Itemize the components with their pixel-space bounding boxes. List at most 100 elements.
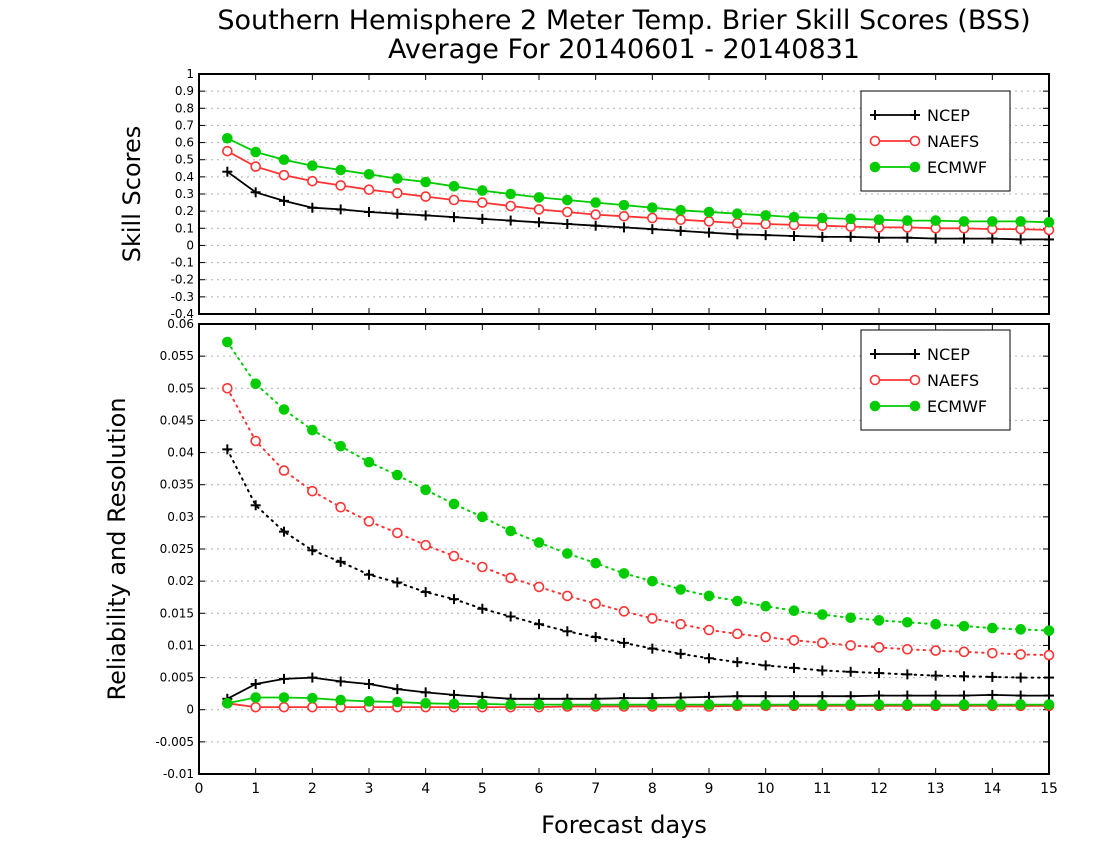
data-point	[477, 511, 488, 523]
x-tick-label: 1	[251, 781, 260, 797]
data-point	[307, 692, 318, 704]
x-axis-label: Forecast days	[541, 811, 707, 839]
data-point	[307, 424, 318, 436]
legend-marker	[909, 135, 921, 147]
data-point	[987, 622, 998, 634]
data-point	[307, 175, 318, 187]
data-point	[307, 485, 318, 497]
data-point	[363, 516, 375, 527]
series-naefs-dotted	[222, 382, 1055, 661]
data-point	[845, 640, 856, 651]
data-point	[364, 569, 374, 580]
data-point	[250, 146, 261, 158]
data-point	[987, 699, 998, 710]
data-point	[930, 690, 941, 701]
data-point	[392, 696, 403, 708]
data-point	[987, 647, 998, 659]
data-point	[590, 557, 601, 569]
data-point	[278, 692, 290, 703]
data-point	[958, 699, 970, 710]
data-point	[959, 671, 969, 682]
data-point	[760, 230, 771, 241]
legend-entry-naefs: NAEFS	[869, 371, 979, 390]
data-point	[307, 701, 318, 713]
x-tick-label: 5	[478, 781, 487, 797]
data-point	[477, 197, 488, 208]
y-tick-label: -0.01	[163, 767, 194, 781]
data-point	[222, 145, 233, 157]
y-tick-label: 0.025	[160, 542, 194, 556]
legend-label: ECMWF	[927, 397, 987, 416]
data-point	[874, 668, 884, 679]
data-point	[817, 609, 828, 620]
x-tick-label: 4	[421, 781, 430, 797]
y-tick-label: 0.7	[175, 118, 194, 132]
data-point	[618, 699, 630, 710]
y-tick-label: 0.3	[175, 187, 194, 201]
data-point	[448, 194, 460, 206]
legend-label: NAEFS	[927, 132, 979, 151]
data-point	[364, 207, 374, 217]
data-point	[222, 382, 233, 394]
data-point	[590, 598, 601, 609]
data-point	[902, 690, 913, 701]
data-point	[703, 206, 715, 218]
legend-label: NCEP	[927, 345, 970, 364]
y-tick-label: 0.04	[167, 446, 194, 460]
data-point	[845, 666, 856, 677]
y-axis-label: Reliability and Resolution	[103, 397, 131, 700]
data-point	[250, 435, 261, 447]
data-point	[703, 699, 715, 710]
data-point	[307, 672, 318, 683]
legend-entry-ncep: NCEP	[870, 345, 970, 364]
y-tick-label: -0.3	[171, 290, 194, 304]
x-tick-label: 0	[195, 781, 204, 797]
data-point	[930, 233, 941, 244]
data-point	[987, 233, 998, 244]
plot-frame	[198, 73, 1050, 315]
data-point	[533, 699, 545, 710]
data-point	[704, 227, 714, 238]
legend: NCEP NAEFS ECMWF	[860, 329, 1011, 431]
data-point	[562, 548, 573, 559]
legend-entry-ecmwf: ECMWF	[869, 158, 987, 177]
data-point	[1015, 690, 1026, 701]
y-tick-label: 1	[186, 67, 194, 81]
data-point	[902, 669, 913, 680]
data-point	[732, 217, 743, 229]
data-point	[250, 701, 261, 713]
data-point	[335, 556, 346, 567]
series-ecmwf-dotted	[222, 336, 1055, 636]
y-tick-label: 0.6	[175, 136, 194, 150]
data-point	[675, 584, 686, 595]
series-ncep-dotted	[222, 444, 1054, 683]
data-point	[619, 637, 629, 648]
data-point	[477, 185, 488, 196]
data-point	[675, 214, 686, 226]
legend-marker	[910, 110, 920, 120]
data-point	[703, 216, 715, 227]
legend-label: NCEP	[927, 106, 970, 125]
data-point	[307, 202, 318, 213]
data-point	[760, 600, 771, 612]
data-point	[420, 484, 431, 496]
data-point	[1044, 690, 1054, 701]
data-point	[448, 180, 460, 192]
data-point	[392, 187, 403, 199]
x-axis-ticks: 0 1 2 3 4 5 6 7 8 9 10 11 12 13 14 15	[195, 324, 1058, 797]
legend-marker	[870, 349, 880, 359]
legend-marker	[869, 374, 881, 386]
x-tick-label: 12	[870, 781, 888, 797]
data-point	[278, 404, 290, 415]
y-tick-label: 0.055	[160, 349, 194, 363]
data-point	[307, 160, 318, 172]
data-point	[618, 606, 630, 617]
data-point	[1044, 234, 1054, 245]
data-point	[874, 690, 884, 701]
x-tick-label: 7	[591, 781, 600, 797]
data-point	[278, 169, 290, 181]
data-point	[533, 537, 545, 548]
series-line	[226, 448, 1050, 679]
y-tick-label: 0.9	[175, 84, 194, 98]
data-point	[278, 701, 290, 713]
